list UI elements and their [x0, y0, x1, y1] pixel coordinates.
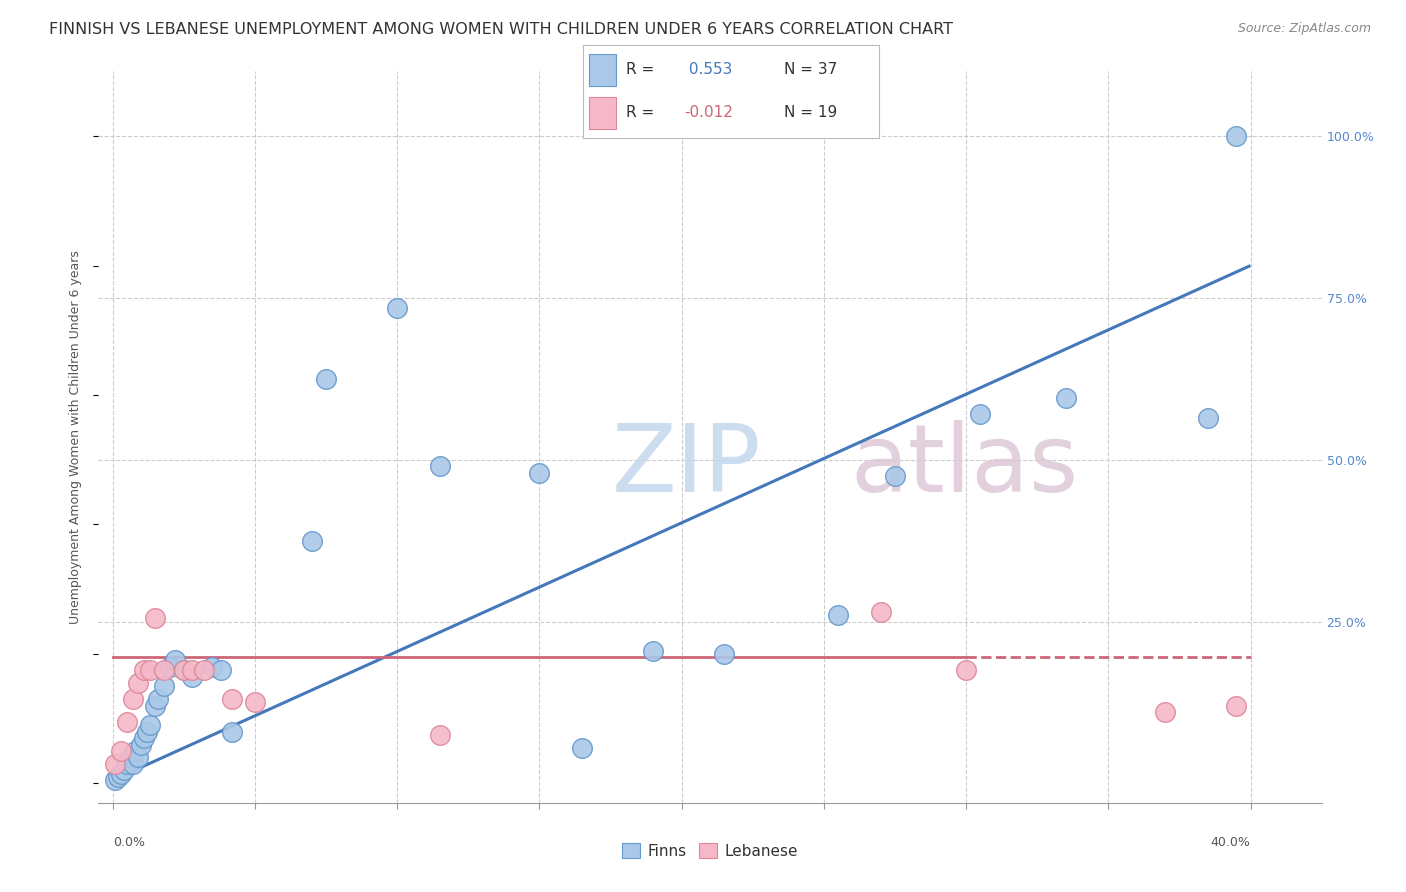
Text: ZIP: ZIP	[612, 420, 762, 512]
Point	[115, 756, 138, 771]
Point	[115, 714, 138, 729]
Point	[129, 738, 152, 752]
Point	[132, 731, 155, 745]
Legend: Finns, Lebanese: Finns, Lebanese	[616, 837, 804, 864]
Point	[429, 728, 451, 742]
Point	[221, 724, 243, 739]
Point	[124, 744, 146, 758]
Point	[201, 660, 224, 674]
Point	[713, 647, 735, 661]
Point	[132, 663, 155, 677]
FancyBboxPatch shape	[589, 54, 616, 86]
Point	[643, 643, 665, 657]
Point	[159, 660, 181, 674]
Point	[143, 698, 166, 713]
Point	[429, 459, 451, 474]
Point	[104, 773, 127, 788]
Point	[181, 669, 204, 683]
Point	[104, 756, 127, 771]
Point	[571, 740, 593, 755]
Text: atlas: atlas	[851, 420, 1078, 512]
Text: -0.012: -0.012	[683, 105, 733, 120]
Point	[827, 608, 849, 623]
Point	[301, 533, 323, 548]
Point	[121, 756, 143, 771]
Point	[121, 692, 143, 706]
Text: 0.0%: 0.0%	[112, 836, 145, 848]
Point	[1197, 410, 1219, 425]
Point	[110, 744, 132, 758]
Text: R =: R =	[626, 62, 655, 78]
Point	[1054, 391, 1077, 405]
Point	[869, 605, 891, 619]
Text: R =: R =	[626, 105, 655, 120]
FancyBboxPatch shape	[589, 97, 616, 129]
Text: N = 19: N = 19	[785, 105, 838, 120]
Point	[969, 408, 991, 422]
Point	[107, 770, 129, 784]
Point	[127, 750, 149, 764]
Point	[112, 764, 135, 778]
Point	[127, 676, 149, 690]
Point	[1154, 705, 1177, 719]
Y-axis label: Unemployment Among Women with Children Under 6 years: Unemployment Among Women with Children U…	[69, 250, 83, 624]
Point	[181, 663, 204, 677]
Point	[146, 692, 169, 706]
Point	[193, 663, 215, 677]
Point	[1225, 698, 1247, 713]
Point	[884, 469, 907, 483]
Point	[173, 663, 195, 677]
Point	[243, 696, 266, 710]
Point	[221, 692, 243, 706]
Point	[165, 653, 187, 667]
Point	[529, 466, 551, 480]
Point	[209, 663, 232, 677]
Text: FINNISH VS LEBANESE UNEMPLOYMENT AMONG WOMEN WITH CHILDREN UNDER 6 YEARS CORRELA: FINNISH VS LEBANESE UNEMPLOYMENT AMONG W…	[49, 22, 953, 37]
Text: Source: ZipAtlas.com: Source: ZipAtlas.com	[1237, 22, 1371, 36]
Point	[173, 663, 195, 677]
Point	[110, 766, 132, 780]
Point	[153, 663, 176, 677]
Text: 40.0%: 40.0%	[1211, 836, 1250, 848]
Point	[143, 611, 166, 625]
Point	[385, 301, 408, 315]
Point	[153, 679, 176, 693]
Point	[1225, 129, 1247, 144]
Point	[118, 750, 141, 764]
Point	[315, 372, 337, 386]
Point	[135, 724, 157, 739]
Point	[138, 663, 160, 677]
Point	[955, 663, 977, 677]
Point	[138, 718, 160, 732]
Text: 0.553: 0.553	[683, 62, 733, 78]
Text: N = 37: N = 37	[785, 62, 838, 78]
